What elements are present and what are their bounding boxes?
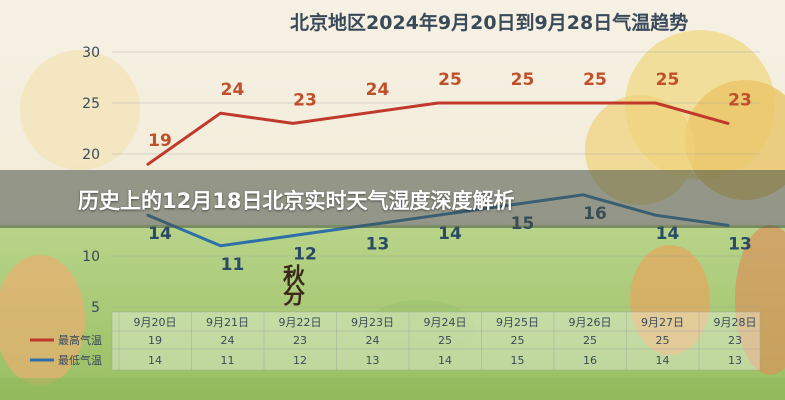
y-tick-label: 30 (82, 45, 100, 61)
legend-low-label: 最低气温 (58, 353, 102, 367)
high-temp-data-label: 23 (293, 90, 317, 110)
table-low-value: 16 (583, 354, 597, 367)
table-category-label: 9月21日 (206, 316, 249, 329)
table-high-value: 25 (438, 334, 452, 347)
overlay-banner (0, 170, 785, 228)
autumn-equinox-stamp: 秋分 (279, 264, 305, 304)
table-high-value: 25 (511, 334, 525, 347)
table-low-value: 15 (511, 354, 525, 367)
low-temp-data-label: 12 (293, 245, 317, 265)
low-temp-data-label: 14 (656, 224, 680, 244)
table-high-value: 24 (366, 334, 380, 347)
table-category-label: 9月28日 (714, 316, 757, 329)
table-low-value: 14 (148, 354, 162, 367)
table-low-value: 12 (293, 354, 307, 367)
table-category-label: 9月27日 (641, 316, 684, 329)
data-table (111, 311, 761, 371)
table-low-value: 13 (366, 354, 380, 367)
overlay-title: 历史上的12月18日北京实时天气湿度深度解析 (78, 189, 515, 213)
low-temp-data-label: 11 (221, 255, 245, 275)
table-category-label: 9月22日 (279, 316, 322, 329)
table-low-value: 11 (221, 354, 235, 367)
table-low-value: 13 (728, 354, 742, 367)
high-temp-data-label: 24 (221, 80, 245, 100)
table-category-label: 9月25日 (496, 316, 539, 329)
y-tick-label: 25 (82, 96, 100, 112)
high-temp-data-label: 25 (511, 70, 535, 90)
y-tick-label: 20 (82, 147, 100, 163)
table-high-value: 24 (221, 334, 235, 347)
chart-title: 北京地区2024年9月20日到9月28日气温趋势 (290, 12, 689, 34)
low-temp-data-label: 13 (728, 234, 752, 254)
high-temp-data-label: 25 (656, 70, 680, 90)
low-temp-data-label: 14 (148, 224, 172, 244)
high-temp-data-label: 24 (366, 80, 390, 100)
high-temp-data-label: 25 (583, 70, 607, 90)
table-low-value: 14 (656, 354, 670, 367)
legend-high-label: 最高气温 (58, 333, 102, 347)
low-temp-data-label: 13 (366, 234, 390, 254)
table-category-label: 9月26日 (569, 316, 612, 329)
y-tick-label: 5 (91, 300, 100, 316)
table-high-value: 25 (583, 334, 597, 347)
low-temp-data-label: 14 (438, 224, 462, 244)
high-temp-line (146, 101, 730, 166)
table-high-value: 23 (293, 334, 307, 347)
table-high-value: 23 (728, 334, 742, 347)
high-temp-data-label: 19 (148, 131, 172, 151)
table-category-label: 9月24日 (424, 316, 467, 329)
table-high-value: 19 (148, 334, 162, 347)
table-low-value: 14 (438, 354, 452, 367)
y-tick-label: 10 (82, 249, 100, 265)
table-high-value: 25 (656, 334, 670, 347)
table-category-label: 9月23日 (351, 316, 394, 329)
table-category-label: 9月20日 (134, 316, 177, 329)
high-temp-data-label: 23 (728, 90, 752, 110)
high-temp-data-label: 25 (438, 70, 462, 90)
